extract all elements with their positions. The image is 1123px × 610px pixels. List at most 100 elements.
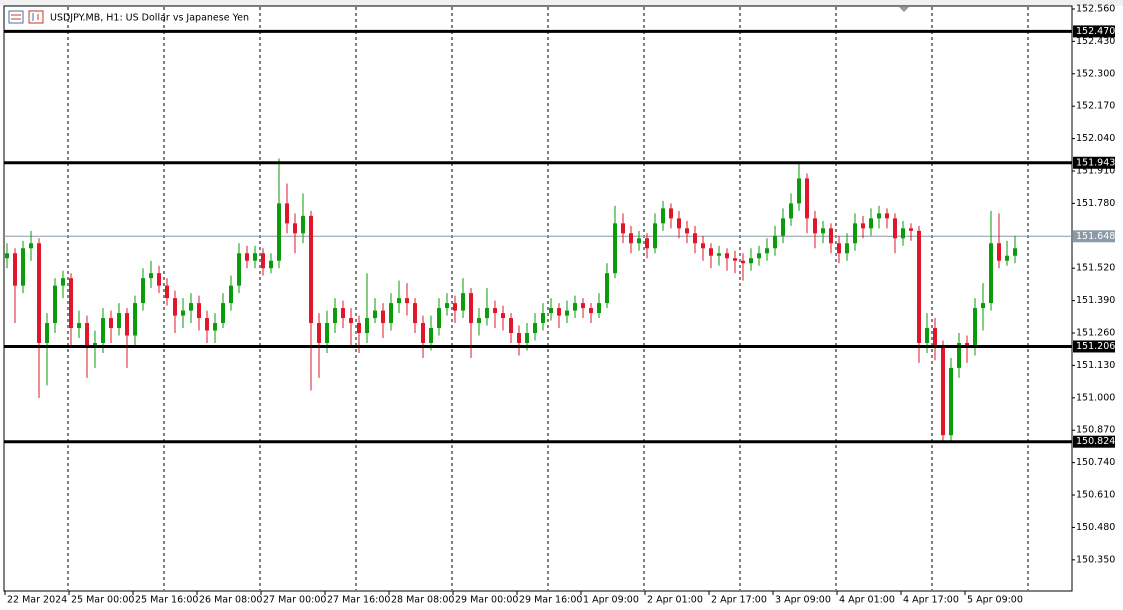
candle-body (445, 303, 449, 309)
y-tick-label: 151.130 (1076, 360, 1115, 371)
candle-body (277, 203, 281, 261)
candle-body (509, 318, 513, 334)
price-label-box (1073, 230, 1115, 243)
y-tick-label: 151.520 (1076, 263, 1115, 274)
candle-body (941, 347, 945, 436)
candle-body (501, 313, 505, 319)
level-label: 152.470 (1076, 26, 1115, 37)
candle-body (725, 253, 729, 259)
x-tick-label: 27 Mar 00:00 (263, 595, 326, 606)
candle-body (477, 318, 481, 324)
candle-body (413, 303, 417, 324)
candle-body (61, 278, 65, 286)
candle-body (973, 308, 977, 348)
candle-body (37, 243, 41, 343)
candle-body (205, 318, 209, 331)
candle-body (637, 238, 641, 244)
shift-marker[interactable] (899, 7, 909, 12)
candle-body (805, 178, 809, 219)
candle-body (365, 318, 369, 334)
candle-body (213, 323, 217, 331)
x-tick-label: 22 Mar 2024 (7, 595, 67, 606)
candle-body (77, 323, 81, 329)
candle-body (877, 213, 881, 219)
candle-body (149, 273, 153, 279)
y-tick-label: 152.040 (1076, 133, 1115, 144)
candle-body (309, 215, 313, 324)
candle-body (717, 253, 721, 256)
candle-body (981, 303, 985, 309)
candle-body (821, 228, 825, 234)
candle-body (845, 243, 849, 254)
candle-body (5, 253, 9, 259)
y-tick-label: 150.350 (1076, 554, 1115, 565)
candle-body (557, 308, 561, 316)
x-tick-label: 2 Apr 17:00 (711, 595, 767, 606)
candle-body (733, 258, 737, 261)
y-tick-label: 150.610 (1076, 490, 1115, 501)
candle-body (525, 333, 529, 343)
level-label: 151.206 (1076, 341, 1115, 352)
candle-body (757, 253, 761, 259)
candle-body (517, 333, 521, 343)
icon[interactable] (8, 10, 24, 24)
level-label: 151.943 (1076, 157, 1115, 168)
candle-body (869, 218, 873, 229)
candle-body (125, 313, 129, 336)
candle-body (285, 203, 289, 224)
x-tick-label: 26 Mar 08:00 (199, 595, 262, 606)
candle-body (549, 308, 553, 314)
candle-body (565, 310, 569, 316)
candle-body (589, 308, 593, 314)
candle-body (741, 260, 745, 264)
x-tick-label: 27 Mar 16:00 (327, 595, 390, 606)
y-tick-label: 152.170 (1076, 101, 1115, 112)
y-tick-label: 152.430 (1076, 36, 1115, 47)
candle-body (485, 308, 489, 319)
candle-body (861, 223, 865, 229)
candle-body (53, 285, 57, 324)
candle-body (853, 223, 857, 244)
candle-body (269, 260, 273, 269)
candle-body (829, 228, 833, 244)
candle-body (989, 243, 993, 304)
candle-body (493, 308, 497, 314)
candle-body (541, 313, 545, 324)
candle-body (773, 235, 777, 249)
x-tick-label: 25 Mar 00:00 (71, 595, 134, 606)
x-tick-label: 29 Mar 16:00 (519, 595, 582, 606)
candle-body (613, 223, 617, 274)
candle-body (141, 278, 145, 304)
level-label: 150.824 (1076, 436, 1115, 447)
y-tick-label: 151.000 (1076, 392, 1115, 403)
y-tick-label: 151.780 (1076, 198, 1115, 209)
x-tick-label: 28 Mar 08:00 (391, 595, 454, 606)
candle-body (301, 215, 305, 234)
candle-body (709, 248, 713, 256)
x-tick-label: 5 Apr 09:00 (967, 595, 1023, 606)
candle-body (397, 298, 401, 304)
icon[interactable] (28, 10, 44, 24)
candle-body (333, 308, 337, 324)
candle-body (229, 285, 233, 304)
level-label-box (1073, 25, 1115, 38)
candle-body (581, 303, 585, 309)
candle-body (197, 303, 201, 319)
candle-body (933, 328, 937, 348)
x-tick-label: 4 Apr 17:00 (903, 595, 959, 606)
x-tick-label: 3 Apr 09:00 (775, 595, 831, 606)
candle-body (109, 318, 113, 329)
candle-body (173, 298, 177, 316)
candle-body (421, 323, 425, 343)
candle-body (13, 253, 17, 286)
candle-body (29, 243, 33, 249)
candle-body (189, 303, 193, 311)
candle-body (885, 213, 889, 219)
candle-body (893, 218, 897, 239)
chart-title: USDJPY.MB, H1: US Dollar vs Japanese Yen (50, 13, 249, 24)
x-tick-label: 2 Apr 01:00 (647, 595, 703, 606)
y-tick-label: 150.480 (1076, 522, 1115, 533)
candle-body (253, 253, 257, 261)
candle-body (117, 313, 121, 329)
candle-body (661, 208, 665, 224)
